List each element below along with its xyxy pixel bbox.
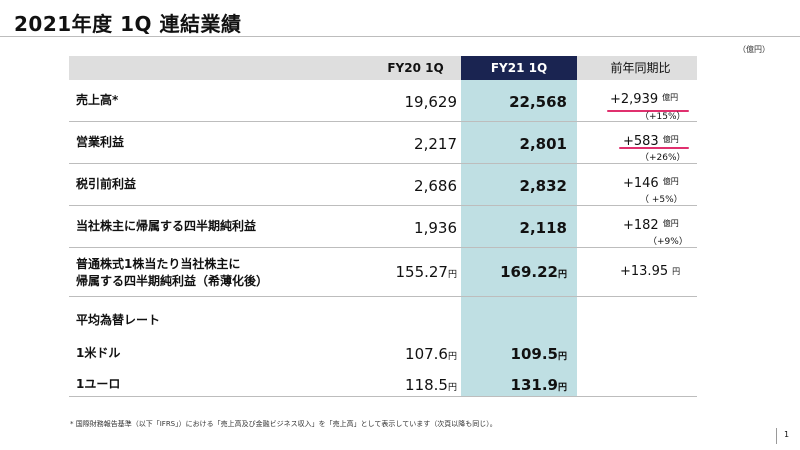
column-header-fy21: FY21 1Q [461,56,577,80]
net-sales-fy20: 19,629 [404,93,458,111]
pretax-income-yoy-value: +146 [623,176,659,191]
operating-income-yoy-percent: （+26%） [640,153,686,163]
pretax-income-yoy-percent: （ +5%） [640,195,683,205]
title-divider [0,36,800,37]
eps-fy20: 155.27円 [395,263,457,281]
fx-section-heading: 平均為替レート [76,313,161,327]
net-sales-fy21: 22,568 [509,93,567,111]
eur-fy21: 131.9円 [511,376,567,394]
net-income-yoy: +182 億円 [623,218,679,233]
row-label-eps-line1: 普通株式1株当たり当社株主に [76,257,241,271]
eps-yoy-unit: 円 [672,267,681,276]
net-income-fy20: 1,936 [414,219,457,237]
row-divider [69,296,697,297]
eur-fy21-unit: 円 [557,383,567,393]
row-divider [69,121,697,122]
usd-fy20: 107.6円 [405,345,457,363]
eps-fy21: 169.22円 [500,263,567,281]
row-label-net-income: 当社株主に帰属する四半期純利益 [76,219,257,233]
page-number-separator [776,428,777,444]
usd-fy21-unit: 円 [557,352,567,362]
operating-income-fy21: 2,801 [519,135,567,153]
eps-fy21-unit: 円 [557,270,567,280]
eur-fy20: 118.5円 [405,376,457,394]
eur-fy20-unit: 円 [447,383,457,393]
pretax-income-yoy: +146 億円 [623,176,679,191]
unit-label: （億円） [738,45,770,54]
row-label-operating-income: 営業利益 [76,135,125,149]
usd-fy20-unit: 円 [447,352,457,362]
row-label-usd: 1米ドル [76,346,121,360]
operating-income-yoy-value: +583 [623,134,659,149]
eps-fy20-unit: 円 [447,270,457,280]
row-label-net-sales: 売上高* [76,93,119,107]
row-divider [69,247,697,248]
operating-income-fy20: 2,217 [414,135,457,153]
footnote: * 国際財務報告基準（以下「IFRS」）における「売上高及び金融ビジネス収入」を… [70,420,497,428]
page-title: 2021年度 1Q 連結業績 [14,12,242,36]
fy21-highlight-column [461,80,577,396]
eps-fy21-value: 169.22 [500,263,558,281]
net-sales-yoy-value: +2,939 [610,92,659,107]
column-header-yoy: 前年同期比 [610,61,671,75]
operating-income-yoy: +583 億円 [623,134,679,149]
eps-yoy: +13.95 円 [620,264,680,279]
operating-income-yoy-unit: 億円 [662,135,679,144]
usd-fy21-value: 109.5 [510,345,558,363]
row-label-eur: 1ユーロ [76,377,121,391]
net-sales-yoy-unit: 億円 [662,93,679,102]
net-sales-yoy-percent: （+15%） [640,112,686,122]
usd-fy21: 109.5円 [511,345,567,363]
eur-fy20-value: 118.5 [405,376,448,394]
row-divider [69,163,697,164]
operating-income-highlight-underline [619,147,689,149]
net-income-yoy-unit: 億円 [662,219,679,228]
pretax-income-fy21: 2,832 [519,177,567,195]
row-label-eps-line2: 帰属する四半期純利益（希薄化後） [76,274,269,288]
row-divider [69,396,697,397]
pretax-income-yoy-unit: 億円 [662,177,679,186]
row-divider [69,205,697,206]
eps-fy20-value: 155.27 [395,263,448,281]
usd-fy20-value: 107.6 [405,345,448,363]
net-sales-highlight-underline [607,110,689,112]
eps-yoy-value: +13.95 [620,264,669,279]
net-sales-yoy: +2,939 億円 [610,92,678,107]
pretax-income-fy20: 2,686 [414,177,457,195]
net-income-fy21: 2,118 [519,219,567,237]
column-header-fy20: FY20 1Q [387,61,444,75]
net-income-yoy-value: +182 [623,218,659,233]
net-income-yoy-percent: （+9%） [648,237,688,247]
row-label-pretax-income: 税引前利益 [76,177,137,191]
table-header-bar [69,56,697,80]
eur-fy21-value: 131.9 [510,376,558,394]
page-number: 1 [784,430,790,439]
